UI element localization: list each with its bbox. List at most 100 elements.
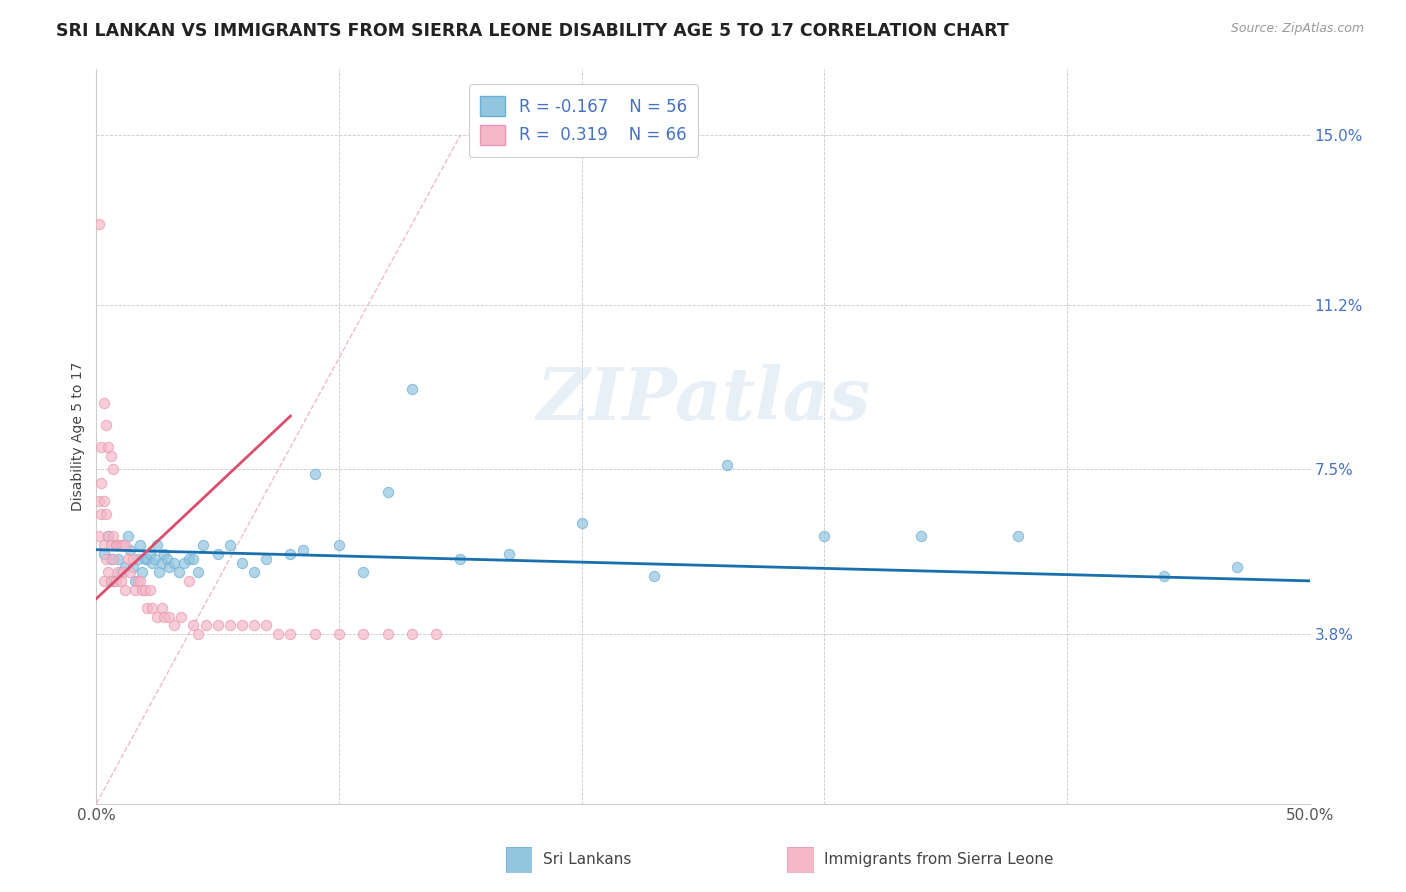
Point: [910, 529, 932, 543]
Point: [107, 538, 129, 552]
Point: [141, 600, 163, 615]
Point: [97, 529, 120, 543]
Point: [136, 551, 159, 566]
Point: [110, 538, 132, 552]
Point: [291, 542, 314, 557]
Point: [127, 574, 149, 588]
Point: [1007, 529, 1029, 543]
Point: [304, 627, 326, 641]
Point: [401, 627, 423, 641]
Point: [207, 547, 229, 561]
Y-axis label: Disability Age 5 to 17: Disability Age 5 to 17: [72, 361, 86, 511]
Legend: R = -0.167    N = 56, R =  0.319    N = 66: R = -0.167 N = 56, R = 0.319 N = 66: [468, 84, 699, 156]
Point: [103, 462, 125, 476]
Point: [813, 529, 835, 543]
Point: [90, 507, 112, 521]
Point: [131, 565, 153, 579]
Point: [401, 382, 423, 396]
Point: [120, 565, 142, 579]
Point: [571, 516, 593, 530]
Point: [1226, 560, 1249, 574]
Point: [183, 551, 205, 566]
Point: [231, 556, 253, 570]
Point: [117, 529, 139, 543]
Point: [254, 551, 277, 566]
Point: [231, 618, 253, 632]
Point: [218, 538, 240, 552]
Point: [87, 529, 110, 543]
Point: [146, 609, 169, 624]
Point: [110, 565, 132, 579]
Point: [120, 542, 142, 557]
Point: [643, 569, 665, 583]
Point: [114, 538, 136, 552]
Point: [104, 538, 127, 552]
Point: [143, 551, 166, 566]
Point: [107, 565, 129, 579]
Point: [449, 551, 471, 566]
Point: [94, 551, 117, 566]
Point: [104, 538, 127, 552]
Point: [498, 547, 520, 561]
Point: [93, 493, 115, 508]
Point: [136, 600, 159, 615]
Point: [218, 618, 240, 632]
Point: [97, 565, 120, 579]
Point: [141, 556, 163, 570]
Point: [254, 618, 277, 632]
Point: [93, 395, 115, 409]
Point: [100, 551, 122, 566]
Point: [280, 627, 302, 641]
Point: [94, 507, 117, 521]
Point: [121, 551, 143, 566]
Point: [107, 551, 129, 566]
Point: [121, 560, 143, 574]
Point: [177, 574, 200, 588]
Point: [93, 538, 115, 552]
Point: [352, 627, 374, 641]
Point: [170, 609, 193, 624]
Point: [267, 627, 290, 641]
Point: [150, 556, 173, 570]
Point: [127, 551, 149, 566]
Point: [163, 556, 186, 570]
Point: [90, 475, 112, 490]
Point: [112, 538, 135, 552]
Point: [194, 618, 217, 632]
Point: [100, 449, 122, 463]
Point: [328, 627, 350, 641]
Point: [328, 538, 350, 552]
Point: [352, 565, 374, 579]
Text: ZIPatlas: ZIPatlas: [536, 364, 870, 434]
Point: [110, 574, 132, 588]
Point: [131, 582, 153, 597]
Point: [157, 560, 180, 574]
Point: [103, 529, 125, 543]
Point: [148, 565, 170, 579]
Text: Sri Lankans: Sri Lankans: [543, 853, 631, 867]
Point: [124, 582, 146, 597]
Point: [124, 574, 146, 588]
Point: [100, 538, 122, 552]
Point: [103, 574, 125, 588]
Point: [97, 440, 120, 454]
Point: [425, 627, 447, 641]
Point: [243, 565, 266, 579]
Point: [177, 551, 200, 566]
Point: [153, 547, 176, 561]
Point: [104, 574, 127, 588]
Point: [114, 560, 136, 574]
Point: [157, 609, 180, 624]
Point: [103, 551, 125, 566]
Point: [156, 551, 179, 566]
Point: [112, 538, 135, 552]
Point: [150, 600, 173, 615]
Point: [129, 574, 152, 588]
Point: [138, 582, 160, 597]
Point: [1153, 569, 1175, 583]
Point: [134, 551, 156, 566]
Point: [716, 458, 738, 472]
Point: [117, 551, 139, 566]
Point: [97, 529, 120, 543]
Point: [191, 538, 214, 552]
